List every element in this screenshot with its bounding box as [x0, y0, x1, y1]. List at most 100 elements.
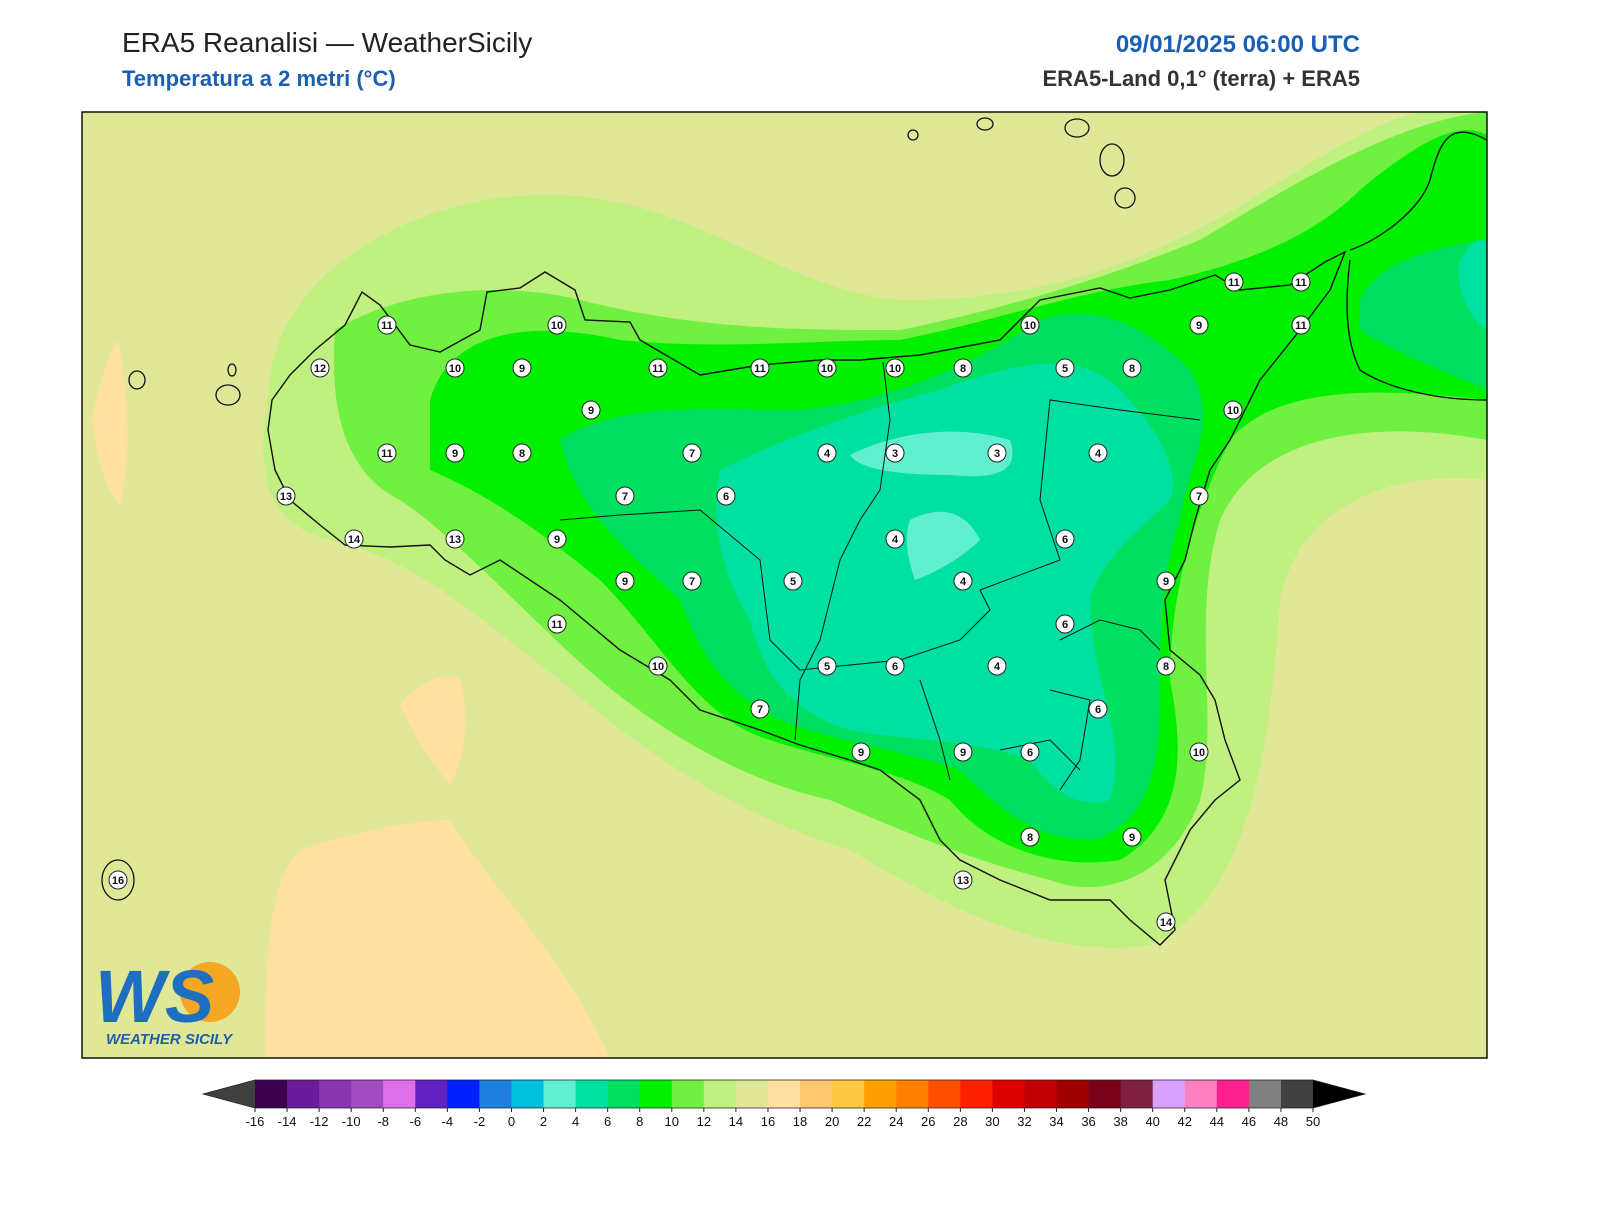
- colorbar-bin: [992, 1080, 1025, 1108]
- colorbar-bin: [447, 1080, 480, 1108]
- station-marker: [1223, 400, 1243, 420]
- colorbar-tick-label: 26: [921, 1114, 935, 1129]
- temperature-band: [716, 363, 1173, 803]
- station-marker: [987, 443, 1007, 463]
- colorbar-tick-label: 48: [1274, 1114, 1288, 1129]
- map-area: 11 10 12 10 9 11 11 10 10 8 5 8 10 9 11 11 11 9 10 11 9 8 7 4 3 3…: [82, 112, 1487, 1058]
- colorbar-tick-label: 10: [665, 1114, 679, 1129]
- station-value: 9: [960, 747, 966, 759]
- station-marker: [682, 571, 702, 591]
- station-value: 5: [1062, 363, 1068, 375]
- station-value: 7: [757, 704, 763, 716]
- station-marker: [445, 443, 465, 463]
- colorbar-tick-label: 6: [604, 1114, 611, 1129]
- colorbar-tick-label: 14: [729, 1114, 743, 1129]
- colorbar-bin: [1152, 1080, 1186, 1108]
- temperature-band: [1360, 240, 1487, 390]
- station-marker: [547, 614, 567, 634]
- colorbar-tick-label: 34: [1049, 1114, 1063, 1129]
- subtitle: Temperatura a 2 metri (°C): [122, 66, 396, 91]
- station-marker: [1020, 315, 1040, 335]
- colorbar-tick-label: 22: [857, 1114, 871, 1129]
- island: [128, 370, 146, 390]
- station-value: 8: [1163, 661, 1169, 673]
- station-value: 11: [1228, 277, 1240, 289]
- colorbar-over: [1313, 1080, 1365, 1108]
- logo-mark: WS: [95, 955, 214, 1038]
- colorbar-tick-label: 18: [793, 1114, 807, 1129]
- colorbar-bin: [1216, 1080, 1250, 1108]
- colorbar-tick-label: 24: [889, 1114, 903, 1129]
- station-value: 8: [1129, 363, 1135, 375]
- station-marker: [1055, 614, 1075, 634]
- colorbar-bin: [735, 1080, 769, 1108]
- station-marker: [310, 358, 330, 378]
- colorbar-tick-label: -8: [377, 1114, 389, 1129]
- station-marker: [885, 358, 905, 378]
- colorbar-bin: [1088, 1080, 1122, 1108]
- station-marker: [344, 529, 364, 549]
- station-marker: [512, 358, 532, 378]
- colorbar-tick-label: -4: [442, 1114, 454, 1129]
- station-marker: [1189, 315, 1209, 335]
- station-marker: [445, 529, 465, 549]
- station-marker: [817, 656, 837, 676]
- station-marker: [750, 358, 770, 378]
- station-marker: [750, 699, 770, 719]
- station-value: 6: [1062, 534, 1068, 546]
- colorbar-bin: [671, 1080, 705, 1108]
- station-value: 4: [892, 534, 899, 546]
- logo: WS WEATHER SICILY: [95, 955, 240, 1048]
- station-marker: [1189, 742, 1209, 762]
- station-marker: [1156, 912, 1176, 932]
- station-marker: [581, 400, 601, 420]
- colorbar-tick-label: -16: [246, 1114, 265, 1129]
- map-frame: [81, 111, 1488, 1059]
- station-value: 13: [449, 534, 461, 546]
- island: [907, 129, 919, 141]
- station-value: 6: [1027, 747, 1033, 759]
- station-marker: [615, 571, 635, 591]
- station-value: 10: [449, 363, 461, 375]
- province-border: [919, 679, 1081, 781]
- station-marker: [817, 358, 837, 378]
- coastline: [1346, 259, 1487, 401]
- colorbar-bin: [543, 1080, 577, 1108]
- station-marker: [885, 443, 905, 463]
- station-value: 9: [858, 747, 864, 759]
- province-border: [1049, 619, 1161, 791]
- colorbar-bin: [1120, 1080, 1154, 1108]
- colorbar-bin: [800, 1080, 833, 1108]
- station-marker: [377, 315, 397, 335]
- station-value: 9: [452, 448, 458, 460]
- station-value: 14: [348, 534, 361, 546]
- colorbar-tick-label: 40: [1145, 1114, 1159, 1129]
- colorbar-bin: [1280, 1080, 1314, 1108]
- colorbar-bin: [575, 1080, 609, 1108]
- station-marker: [1088, 699, 1108, 719]
- station-value: 6: [723, 491, 729, 503]
- station-value: 8: [519, 448, 525, 460]
- station-marker: [716, 486, 736, 506]
- station-value: 4: [960, 576, 967, 588]
- station-marker: [987, 656, 1007, 676]
- station-marker: [1291, 315, 1311, 335]
- station-marker: [615, 486, 635, 506]
- station-marker: [1156, 656, 1176, 676]
- colorbar-bin: [864, 1080, 897, 1108]
- island: [101, 859, 135, 901]
- colorbar-bin: [511, 1080, 545, 1108]
- colorbar-tick-label: 42: [1178, 1114, 1192, 1129]
- station-value: 11: [551, 619, 563, 631]
- station-marker: [547, 315, 567, 335]
- colorbar-bin: [351, 1080, 384, 1108]
- station-marker: [817, 443, 837, 463]
- temperature-band: [400, 676, 466, 785]
- colorbar-bin: [319, 1080, 352, 1108]
- colorbar-under: [203, 1080, 255, 1108]
- colorbar-tick-label: -10: [342, 1114, 361, 1129]
- colorbar-bin: [1184, 1080, 1218, 1108]
- station-marker: [783, 571, 803, 591]
- station-value: 6: [1062, 619, 1068, 631]
